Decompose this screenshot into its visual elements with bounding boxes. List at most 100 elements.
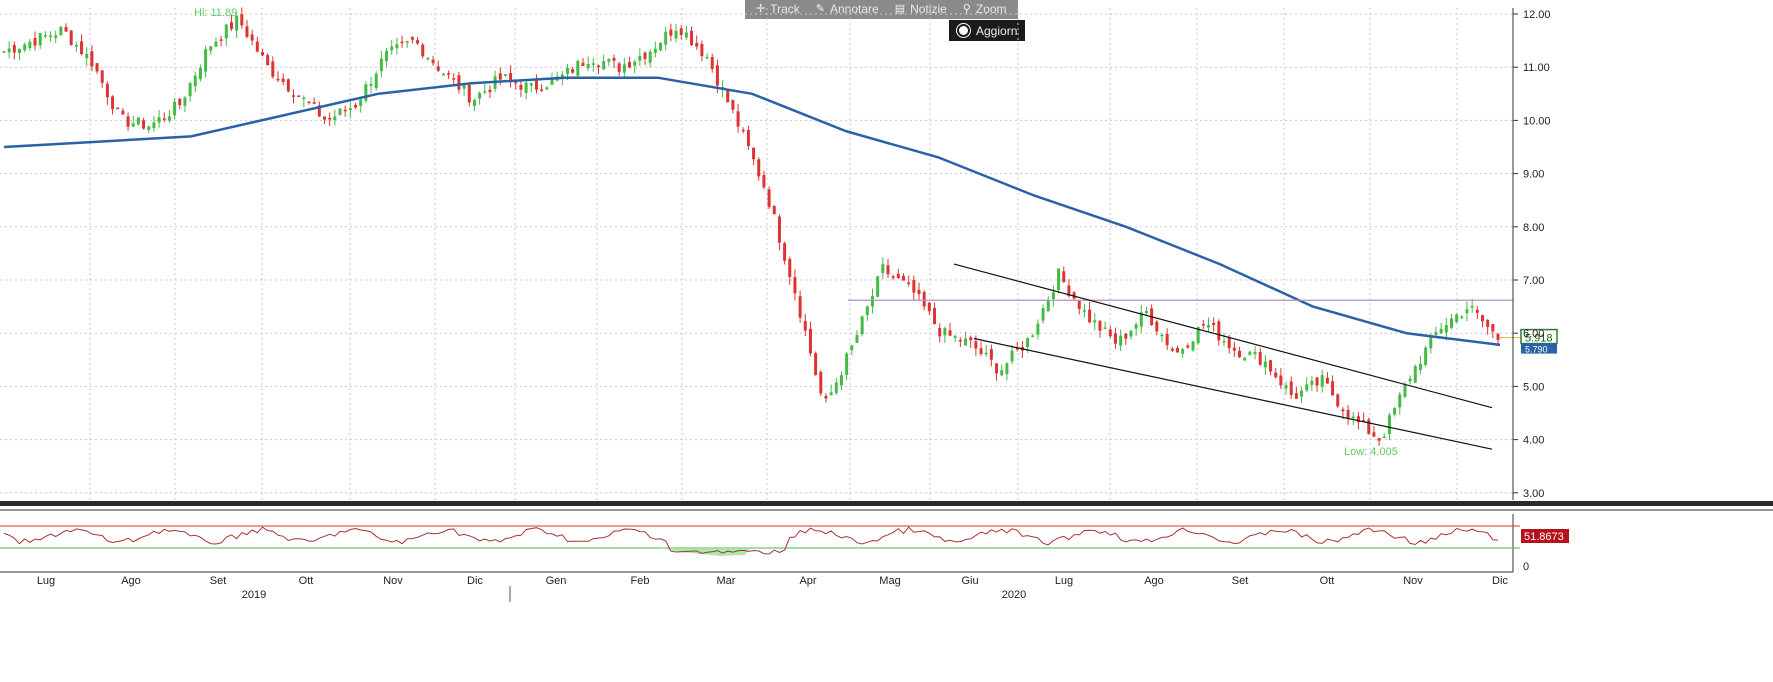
- candle-body: [1041, 308, 1045, 321]
- candle-body: [385, 50, 389, 61]
- candle-body: [550, 78, 554, 85]
- y-tick-label: 11.00: [1523, 62, 1550, 74]
- candle-body: [1031, 335, 1035, 337]
- candle-body: [1496, 333, 1500, 341]
- rsi-line: [3, 526, 1499, 555]
- candle-body: [850, 345, 854, 351]
- x-month-label: Set: [1232, 575, 1249, 587]
- candle-body: [333, 116, 337, 121]
- news-button[interactable]: ▤ Notizie: [888, 0, 954, 19]
- candle-body: [886, 265, 890, 275]
- candle-body: [653, 48, 657, 53]
- candle-body: [483, 91, 487, 93]
- candle-body: [488, 89, 492, 93]
- candle-body: [1000, 370, 1004, 376]
- candle-body: [2, 51, 6, 53]
- candle-body: [1284, 385, 1288, 389]
- candle-body: [90, 51, 94, 67]
- candle-body: [989, 349, 993, 360]
- candle-body: [529, 83, 533, 86]
- refresh-button[interactable]: Aggiorn: [949, 20, 1026, 41]
- candle-body: [100, 70, 104, 83]
- candle-body: [1103, 327, 1107, 329]
- candle-body: [54, 35, 58, 38]
- candle-body: [964, 338, 968, 346]
- candle-body: [1300, 390, 1304, 397]
- candle-body: [933, 307, 937, 324]
- candle-body: [126, 116, 130, 127]
- magnifier-icon: ⚲: [962, 3, 971, 15]
- candle-body: [162, 118, 166, 120]
- candle-body: [1160, 334, 1164, 337]
- candle-body: [746, 129, 750, 146]
- candle-body: [943, 328, 947, 336]
- candle-body: [519, 85, 523, 90]
- candle-body: [33, 37, 37, 46]
- candle-body: [209, 46, 213, 51]
- candle-body: [1346, 410, 1350, 419]
- x-month-label: Mar: [717, 575, 736, 587]
- candle-body: [405, 41, 409, 43]
- y-tick-label: 12.00: [1523, 9, 1551, 21]
- candle-body: [379, 58, 383, 72]
- candle-body: [1129, 330, 1133, 337]
- candle-body: [1046, 299, 1050, 312]
- candle-body: [43, 35, 47, 37]
- hi-label: Hi: 11.89: [194, 7, 237, 19]
- candle-body: [622, 64, 626, 73]
- candle-body: [824, 395, 828, 399]
- candle-body: [1403, 384, 1407, 397]
- candle-body: [457, 75, 461, 90]
- candle-body: [235, 15, 239, 31]
- candle-body: [64, 26, 68, 32]
- candle-body: [1124, 333, 1128, 339]
- candle-body: [1480, 315, 1484, 322]
- candle-body: [772, 206, 776, 215]
- candle-body: [105, 83, 109, 98]
- candle-body: [224, 24, 228, 39]
- candle-body: [142, 120, 146, 129]
- candle-body: [1486, 319, 1490, 327]
- candle-body: [152, 122, 156, 128]
- candle-body: [767, 189, 771, 208]
- candle-body: [793, 277, 797, 294]
- candle-body: [18, 49, 22, 54]
- x-month-label: Dic: [1492, 575, 1508, 587]
- candle-body: [1460, 316, 1464, 319]
- candle-body: [1010, 350, 1014, 362]
- x-month-label: Ott: [1320, 575, 1335, 587]
- channel-upper-line: [953, 263, 1493, 409]
- candle-body: [1243, 357, 1247, 361]
- candle-body: [369, 83, 373, 86]
- annotate-button[interactable]: ✎ Annotare: [809, 0, 886, 19]
- candle-body: [1418, 363, 1422, 370]
- candle-body: [876, 276, 880, 297]
- candle-body: [741, 129, 745, 132]
- candle-body: [1098, 320, 1102, 331]
- candle-body: [834, 382, 838, 393]
- candle-body: [674, 30, 678, 39]
- zoom-button[interactable]: ⚲ Zoom: [956, 0, 1014, 19]
- candle-body: [922, 292, 926, 307]
- candle-body: [157, 117, 161, 123]
- track-button[interactable]: ✛ Track: [749, 0, 807, 19]
- channel-lower-line: [973, 337, 1493, 450]
- candle-body: [167, 116, 171, 121]
- candle-body: [829, 392, 833, 396]
- candle-body: [395, 44, 399, 49]
- candle-body: [1181, 349, 1185, 354]
- candle-body: [1377, 438, 1381, 441]
- candle-body: [545, 87, 549, 90]
- candle-body: [534, 80, 538, 90]
- candle-body: [1310, 380, 1314, 385]
- candle-body: [1398, 394, 1402, 408]
- candle-body: [1026, 338, 1030, 347]
- candle-body: [752, 147, 756, 160]
- candle-body: [302, 97, 306, 100]
- candle-body: [1093, 320, 1097, 323]
- candle-body: [984, 352, 988, 355]
- x-month-label: Lug: [1055, 575, 1073, 587]
- x-month-label: Giu: [961, 575, 978, 587]
- candle-body: [1108, 329, 1112, 337]
